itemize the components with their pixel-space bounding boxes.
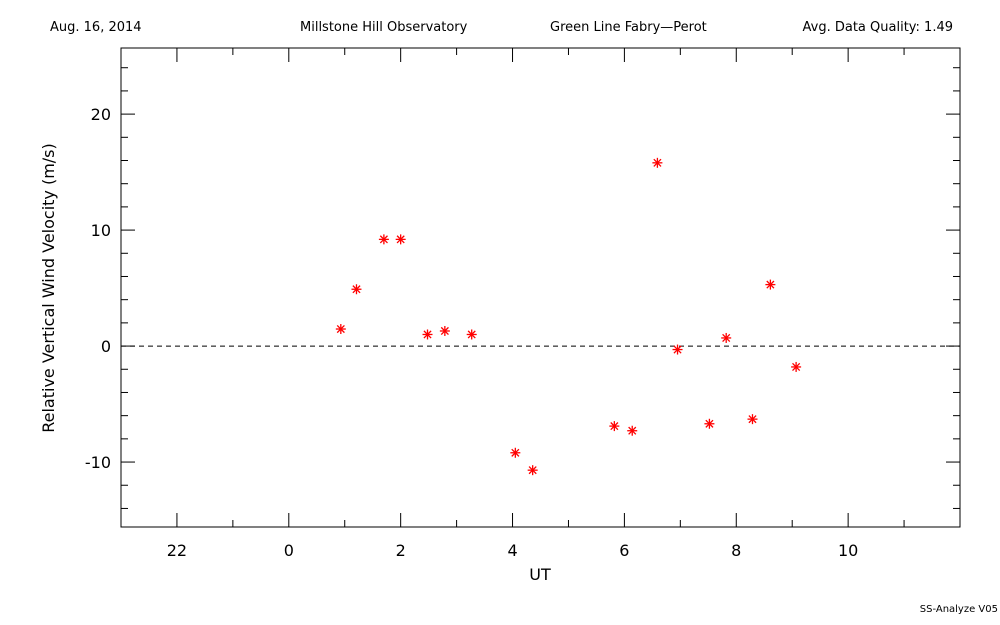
- marker-stroke: [396, 235, 405, 244]
- data-point: [704, 418, 715, 429]
- marker-stroke: [528, 466, 537, 475]
- y-tick-label: -10: [85, 453, 111, 472]
- data-point: [627, 425, 638, 436]
- marker-stroke: [440, 326, 449, 336]
- data-point: [466, 329, 477, 340]
- data-point: [672, 344, 683, 355]
- marker-stroke: [766, 280, 775, 289]
- data-point: [609, 421, 620, 432]
- marker-stroke: [423, 330, 432, 339]
- y-tick-label: 20: [91, 105, 111, 124]
- y-tick-label: 0: [101, 337, 111, 356]
- data-point: [351, 284, 362, 295]
- data-point: [510, 447, 521, 458]
- marker-stroke: [748, 415, 757, 424]
- marker-stroke: [336, 324, 345, 334]
- x-tick-label: 22: [167, 541, 187, 560]
- marker-stroke: [628, 426, 637, 435]
- data-point: [378, 234, 389, 245]
- data-point: [721, 332, 732, 343]
- x-tick-label: 4: [507, 541, 517, 560]
- header-instrument: Green Line Fabry—Perot: [550, 20, 707, 35]
- marker-stroke: [467, 330, 476, 339]
- x-tick-label: 0: [284, 541, 294, 560]
- marker-stroke: [610, 422, 619, 431]
- footer: SS-Analyze V05: [920, 604, 998, 615]
- marker-stroke: [705, 419, 714, 428]
- y-axis-label: Relative Vertical Wind Velocity (m/s): [39, 143, 58, 433]
- marker-stroke: [722, 333, 731, 343]
- x-axis-label: UT: [529, 565, 551, 584]
- header-site: Millstone Hill Observatory: [300, 20, 468, 35]
- x-tick-label: 10: [838, 541, 858, 560]
- data-point: [527, 465, 538, 476]
- data-point: [335, 324, 346, 335]
- header-date: Aug. 16, 2014: [50, 20, 142, 35]
- marker-stroke: [653, 158, 662, 167]
- marker-stroke: [379, 235, 388, 244]
- x-tick-label: 2: [396, 541, 406, 560]
- data-point: [395, 234, 406, 245]
- x-tick-label: 6: [619, 541, 629, 560]
- marker-stroke: [792, 362, 801, 372]
- data-point: [652, 157, 663, 168]
- marker-stroke: [352, 285, 361, 294]
- data-point: [747, 414, 758, 425]
- marker-stroke: [673, 345, 682, 354]
- data-point: [791, 361, 802, 372]
- data-point: [439, 325, 450, 336]
- data-point: [422, 329, 433, 340]
- header-quality: Avg. Data Quality: 1.49: [803, 20, 953, 35]
- data-point: [765, 279, 776, 290]
- marker-stroke: [511, 448, 520, 457]
- y-tick-label: 10: [91, 221, 111, 240]
- plot-frame: [120, 47, 961, 528]
- x-tick-label: 8: [731, 541, 741, 560]
